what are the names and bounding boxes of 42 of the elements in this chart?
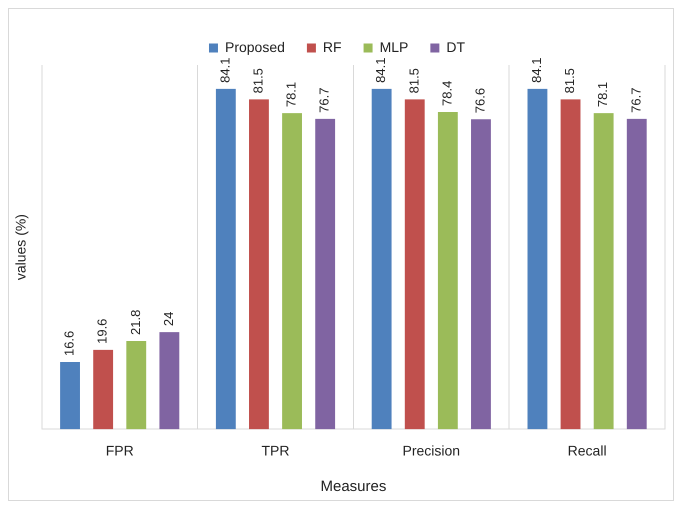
bar bbox=[159, 332, 180, 430]
data-label: 21.8 bbox=[128, 310, 143, 335]
bar bbox=[372, 88, 392, 430]
bar bbox=[471, 119, 491, 430]
data-label: 76.6 bbox=[472, 88, 488, 114]
legend-label: RF bbox=[322, 38, 342, 55]
x-tick-label: Precision bbox=[402, 442, 460, 458]
data-label: 81.5 bbox=[406, 68, 422, 94]
data-label: 78.4 bbox=[439, 80, 454, 106]
data-label: 78.1 bbox=[595, 82, 610, 108]
bar bbox=[528, 88, 548, 430]
data-label: 76.7 bbox=[316, 88, 332, 113]
bar bbox=[594, 113, 614, 430]
bar bbox=[93, 350, 114, 430]
bar bbox=[315, 118, 336, 430]
data-label: 84.1 bbox=[217, 58, 232, 83]
bar bbox=[438, 112, 458, 430]
x-tick-label: TPR bbox=[262, 442, 290, 458]
data-label: 78.1 bbox=[284, 82, 299, 108]
data-label: 76.7 bbox=[628, 88, 644, 113]
data-label: 84.1 bbox=[529, 58, 544, 83]
y-axis-title: values (%) bbox=[12, 214, 28, 280]
data-label: 19.6 bbox=[94, 318, 110, 344]
bar bbox=[282, 113, 302, 430]
x-tick-label: FPR bbox=[106, 442, 134, 458]
bar bbox=[560, 99, 580, 430]
data-label: 16.6 bbox=[62, 330, 77, 356]
data-label: 81.5 bbox=[250, 68, 266, 94]
bar bbox=[216, 88, 236, 430]
data-label: 81.5 bbox=[562, 68, 578, 94]
legend-label: MLP bbox=[380, 38, 408, 55]
x-tick-label: Recall bbox=[568, 442, 607, 458]
bar bbox=[60, 362, 80, 430]
bar bbox=[126, 340, 146, 430]
data-label: 84.1 bbox=[373, 58, 388, 83]
bar bbox=[626, 118, 647, 430]
bar bbox=[249, 99, 269, 430]
legend-label: Proposed bbox=[224, 38, 285, 55]
bar bbox=[404, 99, 425, 430]
legend-label: DT bbox=[446, 38, 466, 55]
data-label: 24 bbox=[160, 312, 176, 326]
x-axis-title: Measures bbox=[320, 478, 386, 496]
